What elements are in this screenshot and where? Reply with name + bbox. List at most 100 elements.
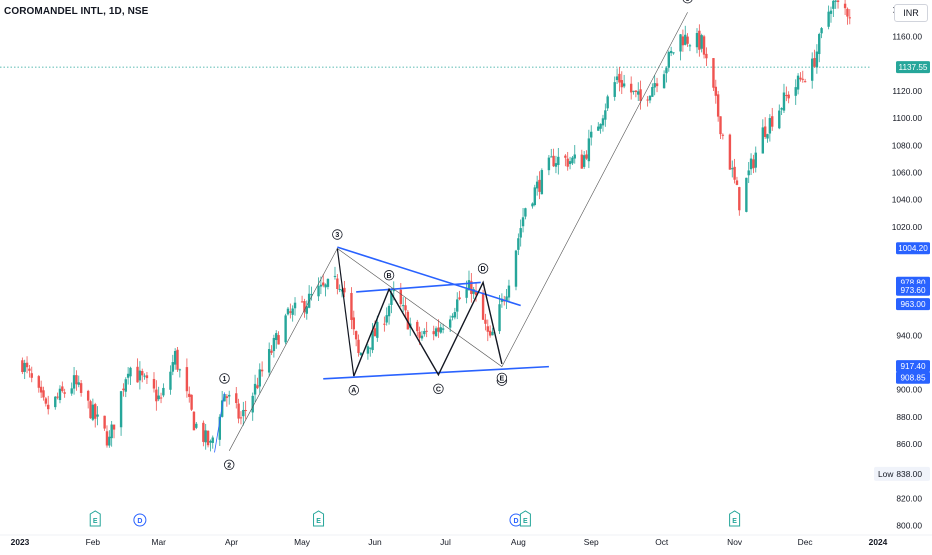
- triangle-wave-line: [353, 280, 503, 377]
- candle-up: [317, 286, 320, 297]
- earnings-icon: [89, 510, 101, 527]
- wave-label-1: 1: [219, 373, 230, 384]
- wave-label-text: 2: [227, 462, 231, 469]
- candle-down: [94, 404, 97, 419]
- candle-down: [44, 398, 48, 404]
- candle-up: [119, 391, 123, 428]
- candle-up: [731, 168, 734, 170]
- wave-label-2: 2: [224, 459, 235, 471]
- candle-down: [86, 390, 90, 401]
- candle-down: [75, 375, 78, 385]
- candle-up: [547, 157, 551, 171]
- candle-up: [622, 83, 626, 87]
- candle-up: [371, 330, 374, 351]
- candle-up: [632, 90, 635, 92]
- candle-down: [733, 166, 736, 180]
- candle-up: [420, 335, 424, 339]
- candle-up: [604, 110, 607, 120]
- candle-up: [672, 52, 675, 54]
- candle-down: [322, 282, 325, 286]
- candle-up: [615, 76, 619, 81]
- candle-down: [192, 411, 196, 431]
- candle-down: [136, 366, 139, 383]
- candle-up: [218, 416, 222, 440]
- x-tick-label: Dec: [798, 537, 813, 547]
- wave-label-b: B: [383, 270, 395, 281]
- candle-down: [239, 417, 243, 419]
- wave-label-d: D: [477, 263, 489, 274]
- candle-down: [738, 187, 741, 211]
- candle-down: [552, 155, 555, 167]
- candle-down: [702, 36, 706, 55]
- candle-up: [456, 299, 459, 312]
- candle-up: [423, 331, 426, 335]
- candle-up: [110, 424, 113, 439]
- candle-down: [122, 388, 125, 391]
- candle-down: [437, 327, 440, 332]
- candle-down: [418, 331, 421, 338]
- candle-down: [848, 17, 851, 19]
- candle-up: [376, 321, 379, 338]
- candle-down: [629, 83, 633, 93]
- currency-button[interactable]: INR: [894, 4, 928, 22]
- candle-up: [401, 305, 405, 307]
- event-label: E: [93, 518, 98, 525]
- candle-up: [108, 436, 111, 446]
- candle-down: [237, 403, 240, 419]
- candle-up: [507, 285, 511, 298]
- candle-up: [434, 328, 438, 337]
- candle-up: [91, 404, 95, 420]
- candle-up: [173, 350, 177, 365]
- candle-down: [188, 393, 191, 397]
- candle-up: [766, 134, 769, 139]
- candle-up: [521, 217, 525, 227]
- candle-up: [613, 82, 616, 97]
- event-marker-e: E: [519, 510, 531, 527]
- wave-marker: [332, 229, 343, 240]
- x-tick-label: Jun: [368, 537, 382, 547]
- candle-down: [260, 369, 264, 372]
- low-marker: Low 838.00: [874, 466, 930, 481]
- candle-up: [749, 158, 753, 170]
- candle-down: [474, 290, 478, 296]
- candle-up: [58, 388, 62, 401]
- x-tick-label: Mar: [151, 537, 166, 547]
- candle-up: [531, 203, 534, 207]
- y-tick-label: 1080.00: [892, 140, 923, 150]
- candle-up: [679, 34, 682, 52]
- candle-up: [211, 437, 214, 443]
- chart-title: COROMANDEL INTL, 1D, NSE: [4, 6, 149, 17]
- candle-up: [171, 362, 174, 372]
- candle-down: [799, 77, 802, 80]
- candle-up: [669, 50, 673, 54]
- x-tick-label: Nov: [727, 537, 743, 547]
- candle-down: [30, 373, 33, 378]
- price-tag-text: 978.80: [900, 279, 925, 288]
- candle-up: [524, 208, 527, 217]
- y-tick-label: 1100.00: [892, 113, 922, 123]
- impulse-wave-line: [228, 12, 688, 451]
- candle-up: [441, 328, 445, 330]
- candle-down: [206, 430, 210, 446]
- candle-up: [72, 375, 76, 389]
- price-tag-box: [896, 61, 930, 74]
- earnings-icon: [313, 510, 325, 527]
- candle-down: [803, 81, 807, 83]
- candle-up: [204, 430, 207, 443]
- candle-down: [846, 8, 849, 17]
- y-tick-label: 1040.00: [892, 195, 923, 205]
- x-tick-label: Apr: [225, 537, 238, 547]
- candle-down: [714, 86, 718, 96]
- candle-up: [387, 305, 391, 317]
- wave-label-text: C: [436, 386, 441, 393]
- candle-up: [126, 373, 130, 378]
- wave-marker: [224, 459, 235, 471]
- candle-up: [832, 0, 835, 9]
- candle-up: [590, 131, 593, 138]
- candle-down: [787, 94, 790, 99]
- candle-up: [467, 280, 471, 291]
- candle-up: [272, 337, 276, 352]
- candle-up: [514, 250, 518, 287]
- y-tick-label: 1160.00: [892, 32, 922, 42]
